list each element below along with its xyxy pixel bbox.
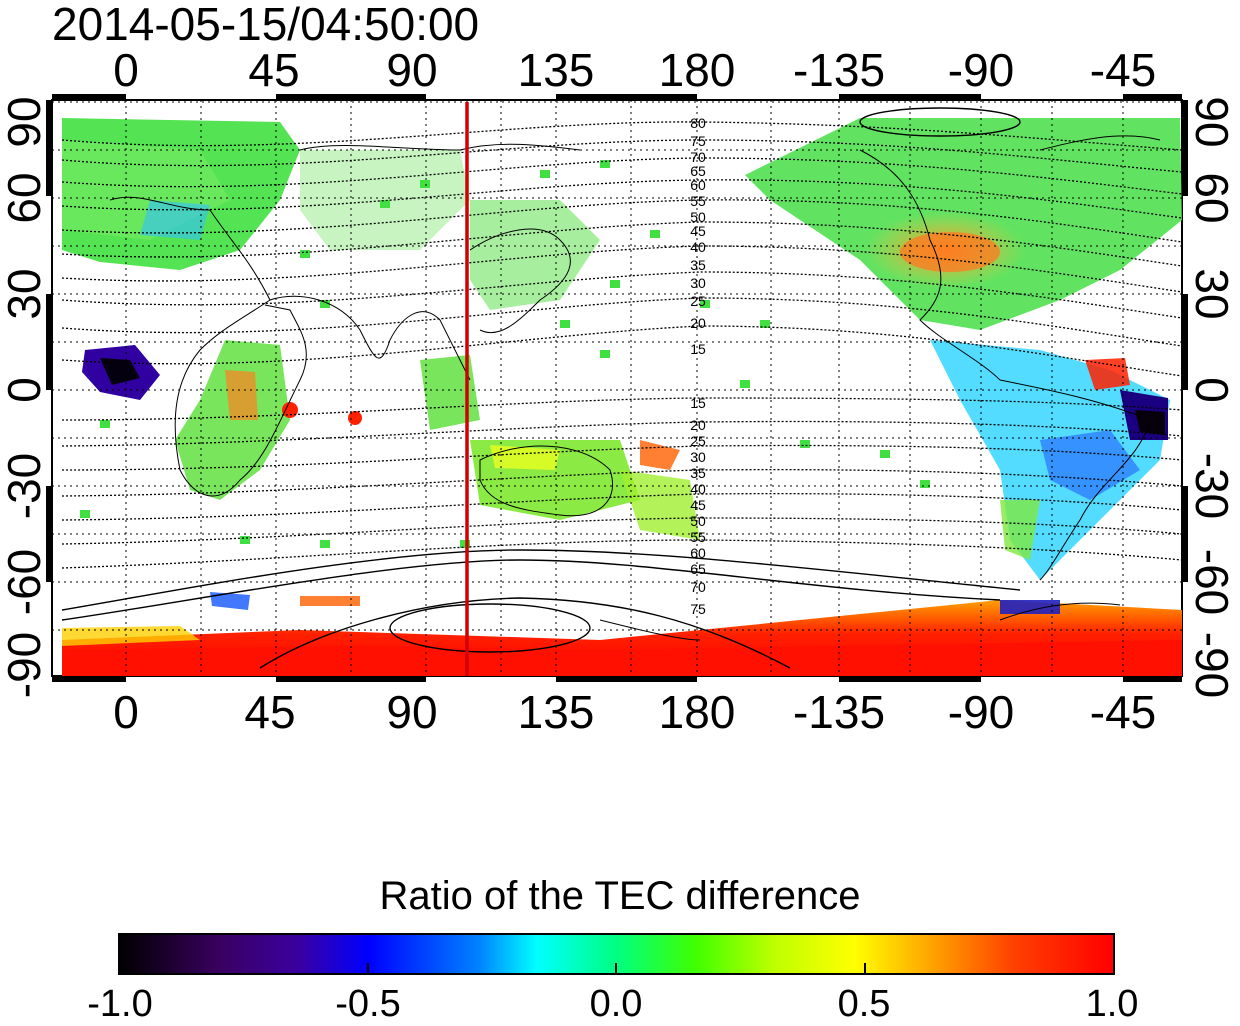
contour-label: 45 (690, 497, 706, 513)
right-latitude-labels: 90 60 30 0 -30 -60 -90 (1186, 96, 1238, 698)
colorbar-title: Ratio of the TEC difference (379, 874, 861, 918)
contour-label: 55 (690, 193, 706, 209)
contour-label: 65 (690, 561, 706, 577)
bottom-lon-label: -135 (793, 686, 885, 738)
right-lat-label: 90 (1186, 96, 1238, 147)
left-lat-label: 0 (0, 377, 50, 403)
contour-label: 35 (690, 465, 706, 481)
left-lat-label: -90 (0, 632, 50, 698)
contour-label: 75 (690, 133, 706, 149)
contour-label: 30 (690, 275, 706, 291)
contour-label: 45 (690, 223, 706, 239)
contour-label: 35 (690, 257, 706, 273)
right-lat-label: 0 (1186, 377, 1238, 403)
tec-map: 0 45 90 135 180 -135 -90 -45 0 45 90 135… (0, 44, 1238, 738)
contour-label: 55 (690, 529, 706, 545)
colorbar-tick-mark (864, 963, 866, 975)
right-lat-label: -30 (1186, 453, 1238, 519)
contour-label: 40 (690, 481, 706, 497)
top-lon-label: -45 (1090, 44, 1156, 96)
bottom-lon-label: 180 (659, 686, 736, 738)
contour-label: 60 (690, 177, 706, 193)
right-lat-label: -90 (1186, 632, 1238, 698)
colorbar-tick-label: 1.0 (1085, 983, 1139, 1025)
top-longitude-labels: 0 45 90 135 180 -135 -90 -45 (113, 44, 1156, 96)
bottom-longitude-labels: 0 45 90 135 180 -135 -90 -45 (113, 686, 1156, 738)
colorbar-tick-mark (367, 963, 369, 975)
graticule (52, 100, 1182, 676)
contour-label: 60 (690, 545, 706, 561)
top-lon-label: 180 (659, 44, 736, 96)
bottom-lon-label: 45 (244, 686, 295, 738)
colorbar-tick-label: 0.0 (589, 983, 643, 1025)
axis-tick-bars (46, 94, 1188, 682)
left-latitude-labels: 90 60 30 0 -30 -60 -90 (0, 96, 50, 698)
top-lon-label: 135 (518, 44, 595, 96)
contour-label: 70 (690, 579, 706, 595)
contour-label: 50 (690, 513, 706, 529)
contour-label: 20 (690, 315, 706, 331)
bottom-lon-label: 90 (386, 686, 437, 738)
contour-label: 20 (690, 417, 706, 433)
contour-label: 80 (690, 115, 706, 131)
magnetic-pole-contours (61, 107, 1021, 669)
left-lat-label: -60 (0, 549, 50, 615)
top-lon-label: 90 (386, 44, 437, 96)
right-lat-label: 30 (1186, 268, 1238, 319)
top-lon-label: -135 (793, 44, 885, 96)
bottom-lon-label: 135 (518, 686, 595, 738)
contour-label: 65 (690, 163, 706, 179)
coastlines (109, 135, 1161, 641)
bottom-lon-label: 0 (113, 686, 139, 738)
top-lon-label: 0 (113, 44, 139, 96)
colorbar-tick-label: 0.5 (837, 983, 891, 1025)
right-lat-label: -60 (1186, 549, 1238, 615)
left-lat-label: 60 (0, 172, 50, 223)
contour-label: 50 (690, 209, 706, 225)
bottom-lon-label: -90 (948, 686, 1014, 738)
right-lat-label: 60 (1186, 172, 1238, 223)
top-lon-label: -90 (948, 44, 1014, 96)
contour-label: 15 (690, 395, 706, 411)
contour-label: 40 (690, 239, 706, 255)
tec-data-layer (62, 118, 1182, 676)
magnetic-latitude-contours (61, 121, 1182, 569)
left-lat-label: -30 (0, 453, 50, 519)
contour-label: 25 (690, 293, 706, 309)
contour-label: 15 (690, 341, 706, 357)
top-lon-label: 45 (248, 44, 299, 96)
contour-value-labels: 80 75 70 65 60 55 50 45 40 35 30 25 20 1… (690, 115, 706, 617)
bottom-lon-label: -45 (1090, 686, 1156, 738)
colorbar-tick-label: -1.0 (87, 983, 153, 1025)
colorbar-tick-mark (615, 963, 617, 975)
contour-label: 70 (690, 149, 706, 165)
contour-label: 75 (690, 601, 706, 617)
colorbar-tick-label: -0.5 (335, 983, 401, 1025)
left-lat-label: 90 (0, 96, 50, 147)
timestamp-title: 2014-05-15/04:50:00 (52, 0, 480, 50)
contour-label: 25 (690, 433, 706, 449)
left-lat-label: 30 (0, 268, 50, 319)
contour-label: 30 (690, 449, 706, 465)
